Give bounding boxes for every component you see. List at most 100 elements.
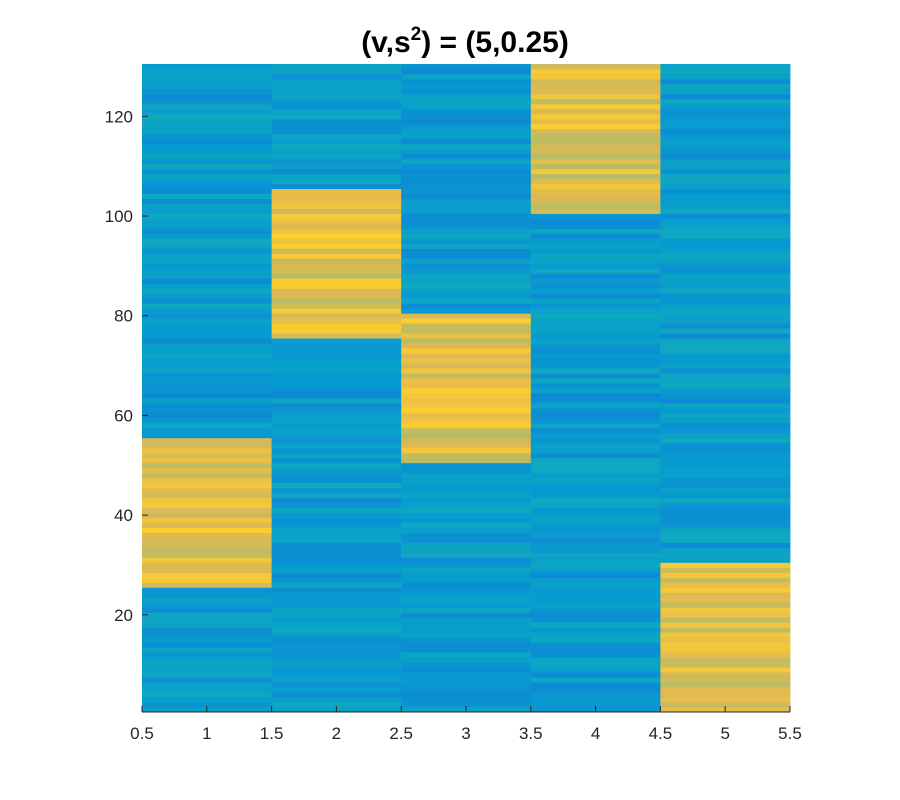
- heatmap-cell: [530, 223, 661, 229]
- heatmap-cell: [530, 123, 661, 130]
- heatmap-cell: [142, 537, 272, 543]
- heatmap-cell: [660, 273, 791, 279]
- heatmap-cell: [530, 672, 661, 678]
- heatmap-cell: [142, 482, 272, 489]
- heatmap-cell: [660, 303, 791, 309]
- heatmap-cell: [271, 632, 402, 638]
- heatmap-cell: [142, 288, 272, 294]
- heatmap-cell: [142, 667, 272, 673]
- heatmap-cell: [530, 397, 661, 404]
- heatmap-cell: [271, 298, 402, 304]
- heatmap-cell: [660, 318, 791, 324]
- heatmap-cell: [271, 607, 402, 613]
- heatmap-cell: [142, 592, 272, 598]
- heatmap-cell: [142, 567, 272, 573]
- heatmap-cell: [401, 482, 532, 489]
- heatmap-cell: [660, 537, 791, 543]
- heatmap-cell: [271, 597, 402, 603]
- heatmap-cell: [660, 412, 791, 419]
- heatmap-cell: [530, 542, 661, 548]
- heatmap-cell: [401, 422, 532, 429]
- heatmap-cell: [401, 98, 532, 105]
- heatmap-cell: [530, 607, 661, 613]
- heatmap-cell: [660, 637, 791, 643]
- heatmap-cell: [271, 427, 402, 434]
- heatmap-cell: [271, 78, 402, 85]
- heatmap-cell: [660, 702, 791, 708]
- heatmap-cell: [401, 542, 532, 548]
- heatmap-cell: [401, 407, 532, 414]
- heatmap-cell: [271, 143, 402, 150]
- heatmap-cell: [530, 88, 661, 95]
- heatmap-cell: [530, 687, 661, 693]
- heatmap-cell: [271, 163, 402, 170]
- heatmap-cell: [530, 168, 661, 175]
- heatmap-cell: [271, 278, 402, 284]
- heatmap-cell: [530, 283, 661, 289]
- heatmap-cell: [530, 128, 661, 135]
- heatmap-cell: [401, 582, 532, 588]
- heatmap-cell: [142, 103, 272, 110]
- heatmap-cell: [401, 218, 532, 224]
- heatmap-cell: [142, 467, 272, 474]
- heatmap-cell: [660, 108, 791, 115]
- heatmap-cell: [142, 158, 272, 165]
- heatmap-cell: [142, 477, 272, 484]
- heatmap-cell: [142, 213, 272, 219]
- heatmap-cell: [660, 248, 791, 254]
- heatmap-cell: [271, 243, 402, 249]
- heatmap-cell: [142, 697, 272, 703]
- heatmap-cell: [142, 672, 272, 678]
- heatmap-cell: [530, 657, 661, 663]
- heatmap-cell: [660, 642, 791, 648]
- heatmap-cell: [142, 83, 272, 90]
- heatmap-cell: [660, 153, 791, 160]
- heatmap-cell: [530, 338, 661, 344]
- heatmap-cell: [530, 552, 661, 558]
- heatmap-cell: [660, 263, 791, 269]
- heatmap-cell: [660, 138, 791, 145]
- heatmap-cell: [271, 223, 402, 229]
- heatmap-cell: [142, 238, 272, 244]
- heatmap-cell: [660, 527, 791, 533]
- heatmap-cell: [530, 183, 661, 190]
- chart-title-main: (v,s: [361, 26, 410, 59]
- heatmap-cell: [401, 228, 532, 234]
- heatmap-cell: [660, 313, 791, 319]
- heatmap-cell: [271, 88, 402, 95]
- heatmap-cell: [530, 78, 661, 85]
- heatmap-cell: [401, 472, 532, 479]
- heatmap-cell: [530, 118, 661, 125]
- heatmap-cell: [142, 178, 272, 185]
- heatmap-cell: [660, 407, 791, 414]
- heatmap-cell: [401, 402, 532, 409]
- heatmap-cell: [271, 627, 402, 633]
- heatmap-cell: [660, 193, 791, 199]
- x-tick-label: 2: [332, 724, 341, 743]
- heatmap-cell: [401, 368, 532, 374]
- heatmap-cell: [142, 532, 272, 538]
- heatmap-cell: [530, 582, 661, 588]
- heatmap-cell: [142, 397, 272, 404]
- heatmap-cell: [142, 702, 272, 708]
- heatmap-cell: [142, 193, 272, 199]
- heatmap-cell: [660, 88, 791, 95]
- heatmap-cell: [401, 323, 532, 329]
- heatmap-cell: [401, 452, 532, 459]
- heatmap-cell: [530, 333, 661, 339]
- heatmap-cell: [530, 298, 661, 304]
- heatmap-cell: [401, 412, 532, 419]
- heatmap-cell: [271, 567, 402, 573]
- heatmap-cell: [660, 612, 791, 618]
- heatmap-cell: [530, 218, 661, 224]
- heatmap-cell: [401, 702, 532, 708]
- heatmap-cell: [660, 672, 791, 678]
- heatmap-cell: [142, 358, 272, 364]
- heatmap-cell: [660, 457, 791, 464]
- heatmap-cell: [271, 253, 402, 259]
- heatmap-cell: [660, 103, 791, 110]
- heatmap-cell: [401, 607, 532, 613]
- heatmap-cell: [660, 253, 791, 259]
- heatmap-cell: [660, 427, 791, 434]
- heatmap-cell: [401, 293, 532, 299]
